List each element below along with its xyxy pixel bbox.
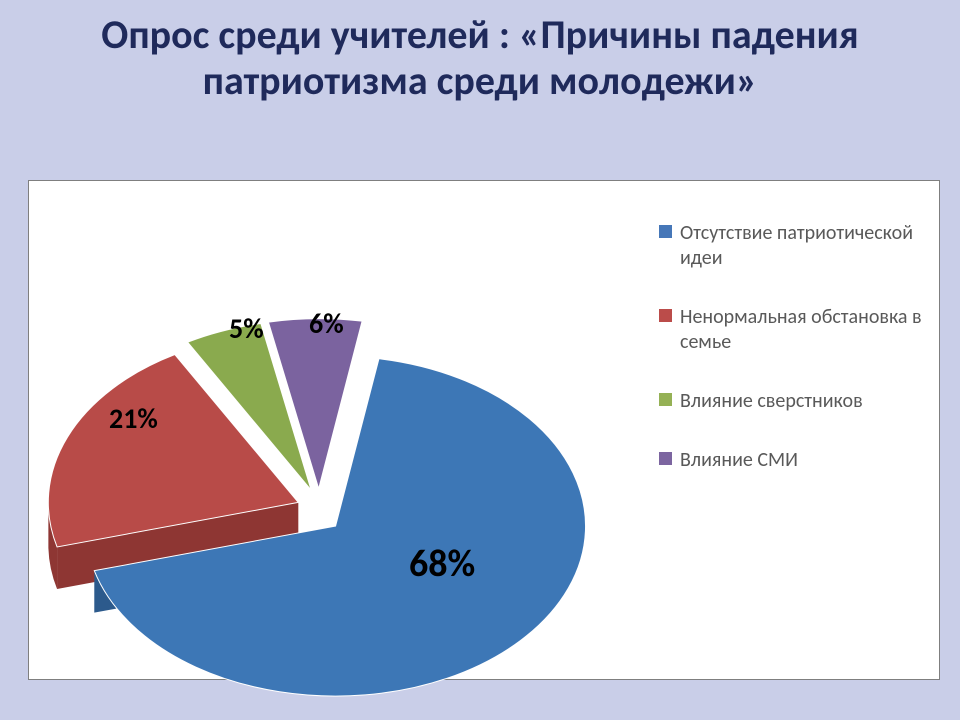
slice-labels: 68% 21% 5% 6% (29, 181, 657, 720)
legend-swatch (659, 225, 672, 238)
legend-item: Отсутствие патриотической идеи (659, 221, 924, 271)
slide: Опрос среди учителей : «Причины падения … (0, 0, 960, 720)
slice-percent-label: 68% (409, 541, 475, 587)
slice-percent-label: 5% (229, 311, 264, 346)
legend: Отсутствие патриотической идеи Ненормальн… (659, 221, 924, 473)
pie-chart: 68% 21% 5% 6% (29, 181, 657, 720)
slice-percent-label: 21% (109, 401, 158, 436)
legend-label: Влияние сверстников (680, 389, 863, 414)
legend-item: Влияние сверстников (659, 389, 924, 414)
legend-swatch (659, 393, 672, 406)
legend-swatch (659, 452, 672, 465)
chart-frame: 68% 21% 5% 6% Отсутствие патриотической иде… (28, 180, 940, 680)
legend-label: Ненормальная обстановка в семье (680, 305, 924, 355)
slide-title: Опрос среди учителей : «Причины падения … (0, 0, 960, 112)
slice-percent-label: 6% (309, 306, 344, 341)
legend-label: Влияние СМИ (680, 448, 798, 473)
legend-label: Отсутствие патриотической идеи (680, 221, 924, 271)
legend-item: Влияние СМИ (659, 448, 924, 473)
legend-swatch (659, 309, 672, 322)
legend-item: Ненормальная обстановка в семье (659, 305, 924, 355)
